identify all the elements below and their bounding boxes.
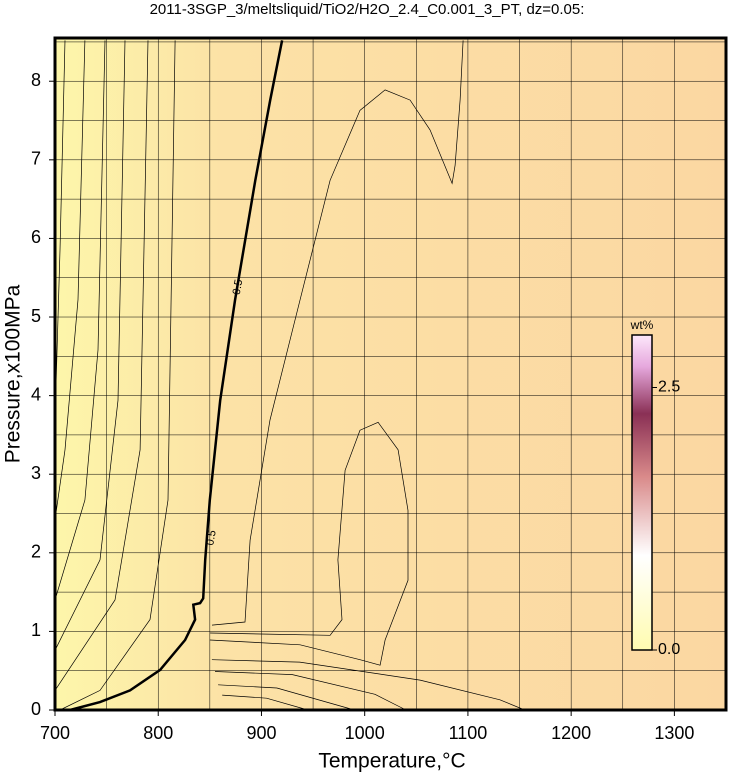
chart-title: 2011-3SGP_3/meltsliquid/TiO2/H2O_2.4_C0.… xyxy=(150,1,585,18)
contour-line xyxy=(54,40,106,601)
y-tick-label: 5 xyxy=(31,306,41,326)
y-axis-label: Pressure,x100MPa xyxy=(2,284,25,463)
contour-line xyxy=(54,40,126,651)
contour-line xyxy=(54,40,66,421)
colorbar-label: wt% xyxy=(630,318,654,332)
x-tick-label: 900 xyxy=(246,723,276,743)
plot-background xyxy=(55,38,726,710)
plot-frame xyxy=(53,36,728,712)
contour-label: 0.5 xyxy=(204,529,218,546)
x-tick-label: 700 xyxy=(40,723,70,743)
contour-line xyxy=(209,421,409,666)
y-tick-label: 6 xyxy=(31,227,41,247)
y-tick-label: 3 xyxy=(31,463,41,483)
contour-line-bold xyxy=(69,40,284,712)
colorbar xyxy=(631,334,653,651)
colorbar-tick-label: 2.5 xyxy=(658,379,680,396)
y-tick-label: 0 xyxy=(31,699,41,719)
y-tick-label: 2 xyxy=(31,542,41,562)
contour-line xyxy=(214,671,407,711)
contour-line xyxy=(222,694,308,711)
y-tick-label: 1 xyxy=(31,620,41,640)
y-tick-label: 4 xyxy=(31,384,41,404)
x-tick-label: 1000 xyxy=(345,723,385,743)
x-tick-label: 1100 xyxy=(449,723,488,743)
contour-line xyxy=(54,40,149,691)
x-tick-label: 1200 xyxy=(551,723,591,743)
contour-line xyxy=(211,40,464,626)
colorbar-tick-label: 0.0 xyxy=(658,641,680,658)
y-tick-label: 8 xyxy=(31,70,41,90)
contour-line xyxy=(218,684,355,711)
contour-line xyxy=(59,40,176,711)
contour-label: 0.5 xyxy=(231,279,245,296)
contour-line xyxy=(211,659,525,711)
x-tick-label: 1300 xyxy=(654,723,694,743)
x-axis-label: Temperature,°C xyxy=(318,750,465,773)
x-tick-label: 800 xyxy=(143,723,173,743)
contour-line xyxy=(54,40,86,520)
y-tick-label: 7 xyxy=(31,149,41,169)
